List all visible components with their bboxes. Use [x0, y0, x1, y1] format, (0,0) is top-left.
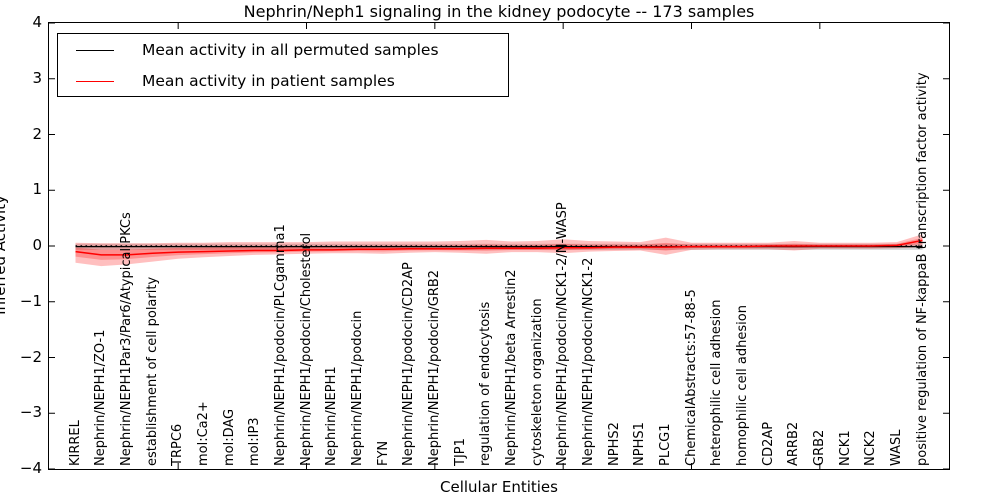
- y-tick-label: 4: [32, 13, 42, 31]
- x-category-label: Nephrin/NEPH1Par3/Par6/Atypical PKCs: [118, 212, 134, 466]
- x-category-label: cytoskeleton organization: [529, 298, 545, 466]
- y-tick-label: 3: [32, 68, 42, 87]
- x-category-label: Nephrin/NEPH1/podocin/Cholesterol: [298, 232, 314, 466]
- x-category-label: Nephrin/NEPH1/podocin: [349, 310, 365, 466]
- x-category-label: KIRREL: [67, 420, 83, 466]
- x-category-label: CD2AP: [760, 421, 776, 466]
- x-category-label: Nephrin/NEPH1/beta Arrestin2: [503, 269, 519, 467]
- x-category-label: heterophilic cell adhesion: [709, 299, 725, 467]
- y-tick-label: −4: [19, 459, 42, 477]
- x-category-label: positive regulation of NF-kappaB transcr…: [914, 72, 930, 466]
- x-category-label: Nephrin/NEPH1/podocin/CD2AP: [401, 262, 417, 466]
- x-category-label: NPHS2: [606, 422, 622, 466]
- x-category-label: NCK1: [837, 430, 853, 466]
- x-category-label: TRPC6: [170, 423, 186, 466]
- chart-canvas: [49, 23, 949, 469]
- legend-line-sample-black: [76, 49, 114, 51]
- chart-title: Nephrin/Neph1 signaling in the kidney po…: [243, 2, 755, 21]
- x-category-label: mol:DAG: [221, 408, 237, 466]
- y-tick-label: −1: [19, 291, 42, 310]
- x-category-label: NCK2: [863, 430, 879, 466]
- x-category-label: FYN: [375, 440, 391, 466]
- y-tick-label: −3: [19, 403, 42, 422]
- plot-area: [48, 22, 950, 470]
- legend-item-permuted: Mean activity in all permuted samples: [58, 35, 508, 65]
- x-category-label: regulation of endocytosis: [478, 301, 494, 466]
- x-category-label: NPHS1: [632, 422, 648, 466]
- x-category-label: Nephrin/NEPH1/ZO-1: [93, 329, 109, 466]
- x-category-label: ARRB2: [786, 421, 802, 466]
- legend: Mean activity in all permuted samples Me…: [57, 33, 509, 97]
- x-category-label: WASL: [888, 429, 904, 466]
- x-axis-label: Cellular Entities: [440, 478, 558, 496]
- legend-item-patient: Mean activity in patient samples: [58, 66, 508, 96]
- y-tick-label: 2: [32, 124, 42, 143]
- x-category-label: Nephrin/NEPH1/podocin/NCK1-2/N-WASP: [555, 202, 571, 466]
- x-category-label: homophilic cell adhesion: [734, 305, 750, 466]
- x-category-label: Nephrin/NEPH1/podocin/PLCgamma1: [272, 224, 288, 466]
- x-category-label: Nephrin/NEPH1: [324, 366, 340, 466]
- legend-label: Mean activity in patient samples: [142, 72, 395, 90]
- x-category-label: GRB2: [811, 429, 827, 466]
- y-tick-label: −2: [19, 347, 42, 366]
- x-category-label: Nephrin/NEPH1/podocin/GRB2: [426, 269, 442, 466]
- legend-line-sample-red: [76, 80, 114, 82]
- y-tick-label: 0: [32, 236, 42, 254]
- x-category-label: TJP1: [452, 438, 468, 466]
- x-category-label: ChemicalAbstracts:57-88-5: [683, 289, 699, 466]
- x-category-label: mol:Ca2+: [195, 401, 211, 466]
- x-category-label: PLCG1: [657, 423, 673, 466]
- x-category-label: Nephrin/NEPH1/podocin/NCK1-2: [580, 257, 596, 466]
- y-tick-label: 1: [32, 180, 42, 199]
- legend-label: Mean activity in all permuted samples: [142, 41, 439, 59]
- x-category-label: mol:IP3: [247, 417, 263, 466]
- x-category-label: establishment of cell polarity: [144, 276, 160, 466]
